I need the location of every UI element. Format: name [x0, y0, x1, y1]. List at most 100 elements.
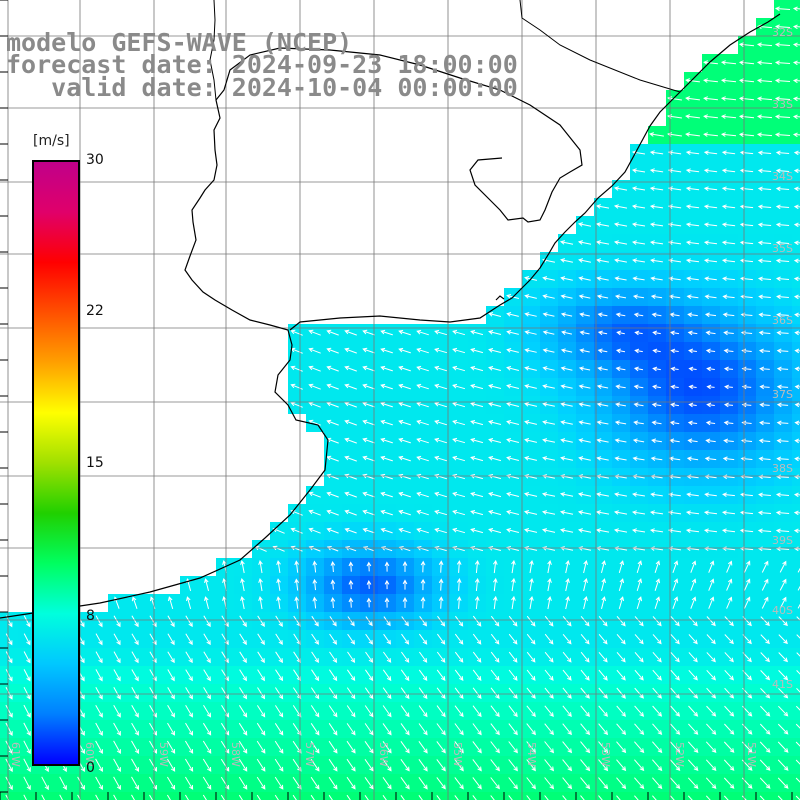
wind-arrow	[774, 42, 791, 48]
wind-arrow	[275, 669, 284, 682]
wind-arrow	[670, 402, 679, 408]
wind-arrow	[613, 186, 628, 191]
wind-arrow	[416, 509, 429, 516]
wind-cell	[396, 792, 414, 800]
wind-arrow	[723, 330, 734, 336]
wind-arrow	[398, 347, 411, 354]
wind-arrow	[524, 402, 538, 407]
wind-arrow	[23, 794, 28, 800]
wind-arrow	[308, 491, 321, 498]
wind-arrow	[562, 669, 572, 681]
wind-arrow	[633, 366, 644, 372]
wind-arrow	[706, 723, 717, 735]
wind-arrow	[455, 615, 464, 627]
wind-arrow	[362, 383, 375, 390]
wind-arrow	[726, 560, 733, 573]
wind-arrow	[631, 510, 646, 515]
wind-arrow	[364, 777, 374, 790]
wind-arrow	[757, 258, 772, 264]
wind-arrow	[652, 687, 662, 699]
wind-arrow	[562, 741, 573, 754]
wind-arrow	[362, 347, 375, 354]
wind-arrow	[738, 78, 755, 84]
wind-arrow	[670, 366, 679, 372]
wind-arrow	[706, 402, 715, 408]
wind-arrow	[738, 132, 755, 138]
wind-arrow	[759, 723, 771, 735]
wind-arrow	[685, 150, 700, 156]
wind-arrow	[166, 740, 176, 754]
wind-arrow	[724, 652, 734, 663]
colorbar-unit-label: [m/s]	[33, 133, 70, 149]
wind-arrow	[95, 704, 103, 718]
wind-arrow	[616, 759, 627, 772]
wind-arrow	[792, 78, 800, 84]
wind-arrow	[347, 633, 355, 645]
wind-arrow	[290, 365, 303, 372]
wind-arrow	[778, 634, 788, 645]
wind-arrow	[308, 419, 321, 426]
wind-cell	[450, 792, 468, 800]
wind-arrow	[398, 437, 411, 444]
wind-arrow	[775, 528, 790, 534]
wind-arrow	[308, 509, 321, 516]
wind-arrow	[649, 150, 664, 155]
wind-arrow	[292, 794, 297, 800]
wind-arrow	[5, 633, 13, 646]
wind-arrow	[434, 419, 448, 426]
wind-arrow	[792, 132, 800, 138]
wind-arrow	[524, 366, 537, 371]
wind-arrow	[793, 258, 800, 264]
wind-arrow	[597, 366, 608, 371]
wind-arrow	[668, 276, 681, 281]
wind-arrow	[398, 527, 411, 534]
wind-arrow	[274, 776, 284, 790]
wind-arrow	[774, 60, 791, 66]
wind-arrow	[275, 633, 283, 645]
wind-arrow	[131, 596, 138, 609]
wind-arrow	[776, 330, 789, 336]
lon-label: 55W	[451, 742, 464, 767]
wind-cell	[594, 792, 612, 800]
wind-arrow	[706, 669, 717, 681]
wind-arrow	[634, 705, 645, 717]
wind-arrow	[113, 776, 121, 791]
wind-arrow	[794, 330, 800, 336]
wind-arrow	[274, 794, 279, 800]
wind-arrow	[703, 222, 718, 228]
wind-arrow	[601, 560, 606, 574]
wind-arrow	[634, 330, 643, 336]
wind-arrow	[131, 758, 140, 773]
wind-arrow	[380, 383, 393, 390]
wind-arrow	[794, 438, 800, 444]
wind-arrow	[329, 651, 338, 663]
wind-arrow	[778, 670, 789, 681]
wind-arrow	[631, 240, 646, 245]
wind-cell	[774, 792, 792, 800]
wind-arrow	[310, 758, 320, 772]
wind-arrow	[654, 578, 661, 591]
wind-arrow	[380, 527, 393, 534]
wind-arrow	[382, 705, 392, 718]
wind-cell	[702, 792, 720, 800]
wind-arrow	[380, 491, 393, 498]
wind-arrow	[723, 795, 729, 800]
wind-arrow	[326, 491, 339, 498]
wind-arrow	[436, 723, 446, 736]
wind-arrow	[723, 777, 735, 789]
wind-cell	[684, 792, 702, 800]
wind-arrow	[380, 365, 393, 372]
wind-arrow	[794, 384, 800, 390]
wind-arrow	[418, 741, 428, 754]
wind-arrow	[703, 78, 718, 83]
wind-arrow	[577, 528, 592, 533]
wind-arrow	[759, 777, 771, 789]
wind-arrow	[598, 723, 609, 736]
wind-arrow	[508, 669, 518, 681]
wind-arrow	[23, 704, 31, 718]
wind-arrow	[488, 420, 502, 425]
wind-arrow	[597, 348, 608, 354]
wind-arrow	[508, 633, 518, 645]
wind-arrow	[670, 384, 679, 390]
wind-arrow	[649, 132, 664, 137]
